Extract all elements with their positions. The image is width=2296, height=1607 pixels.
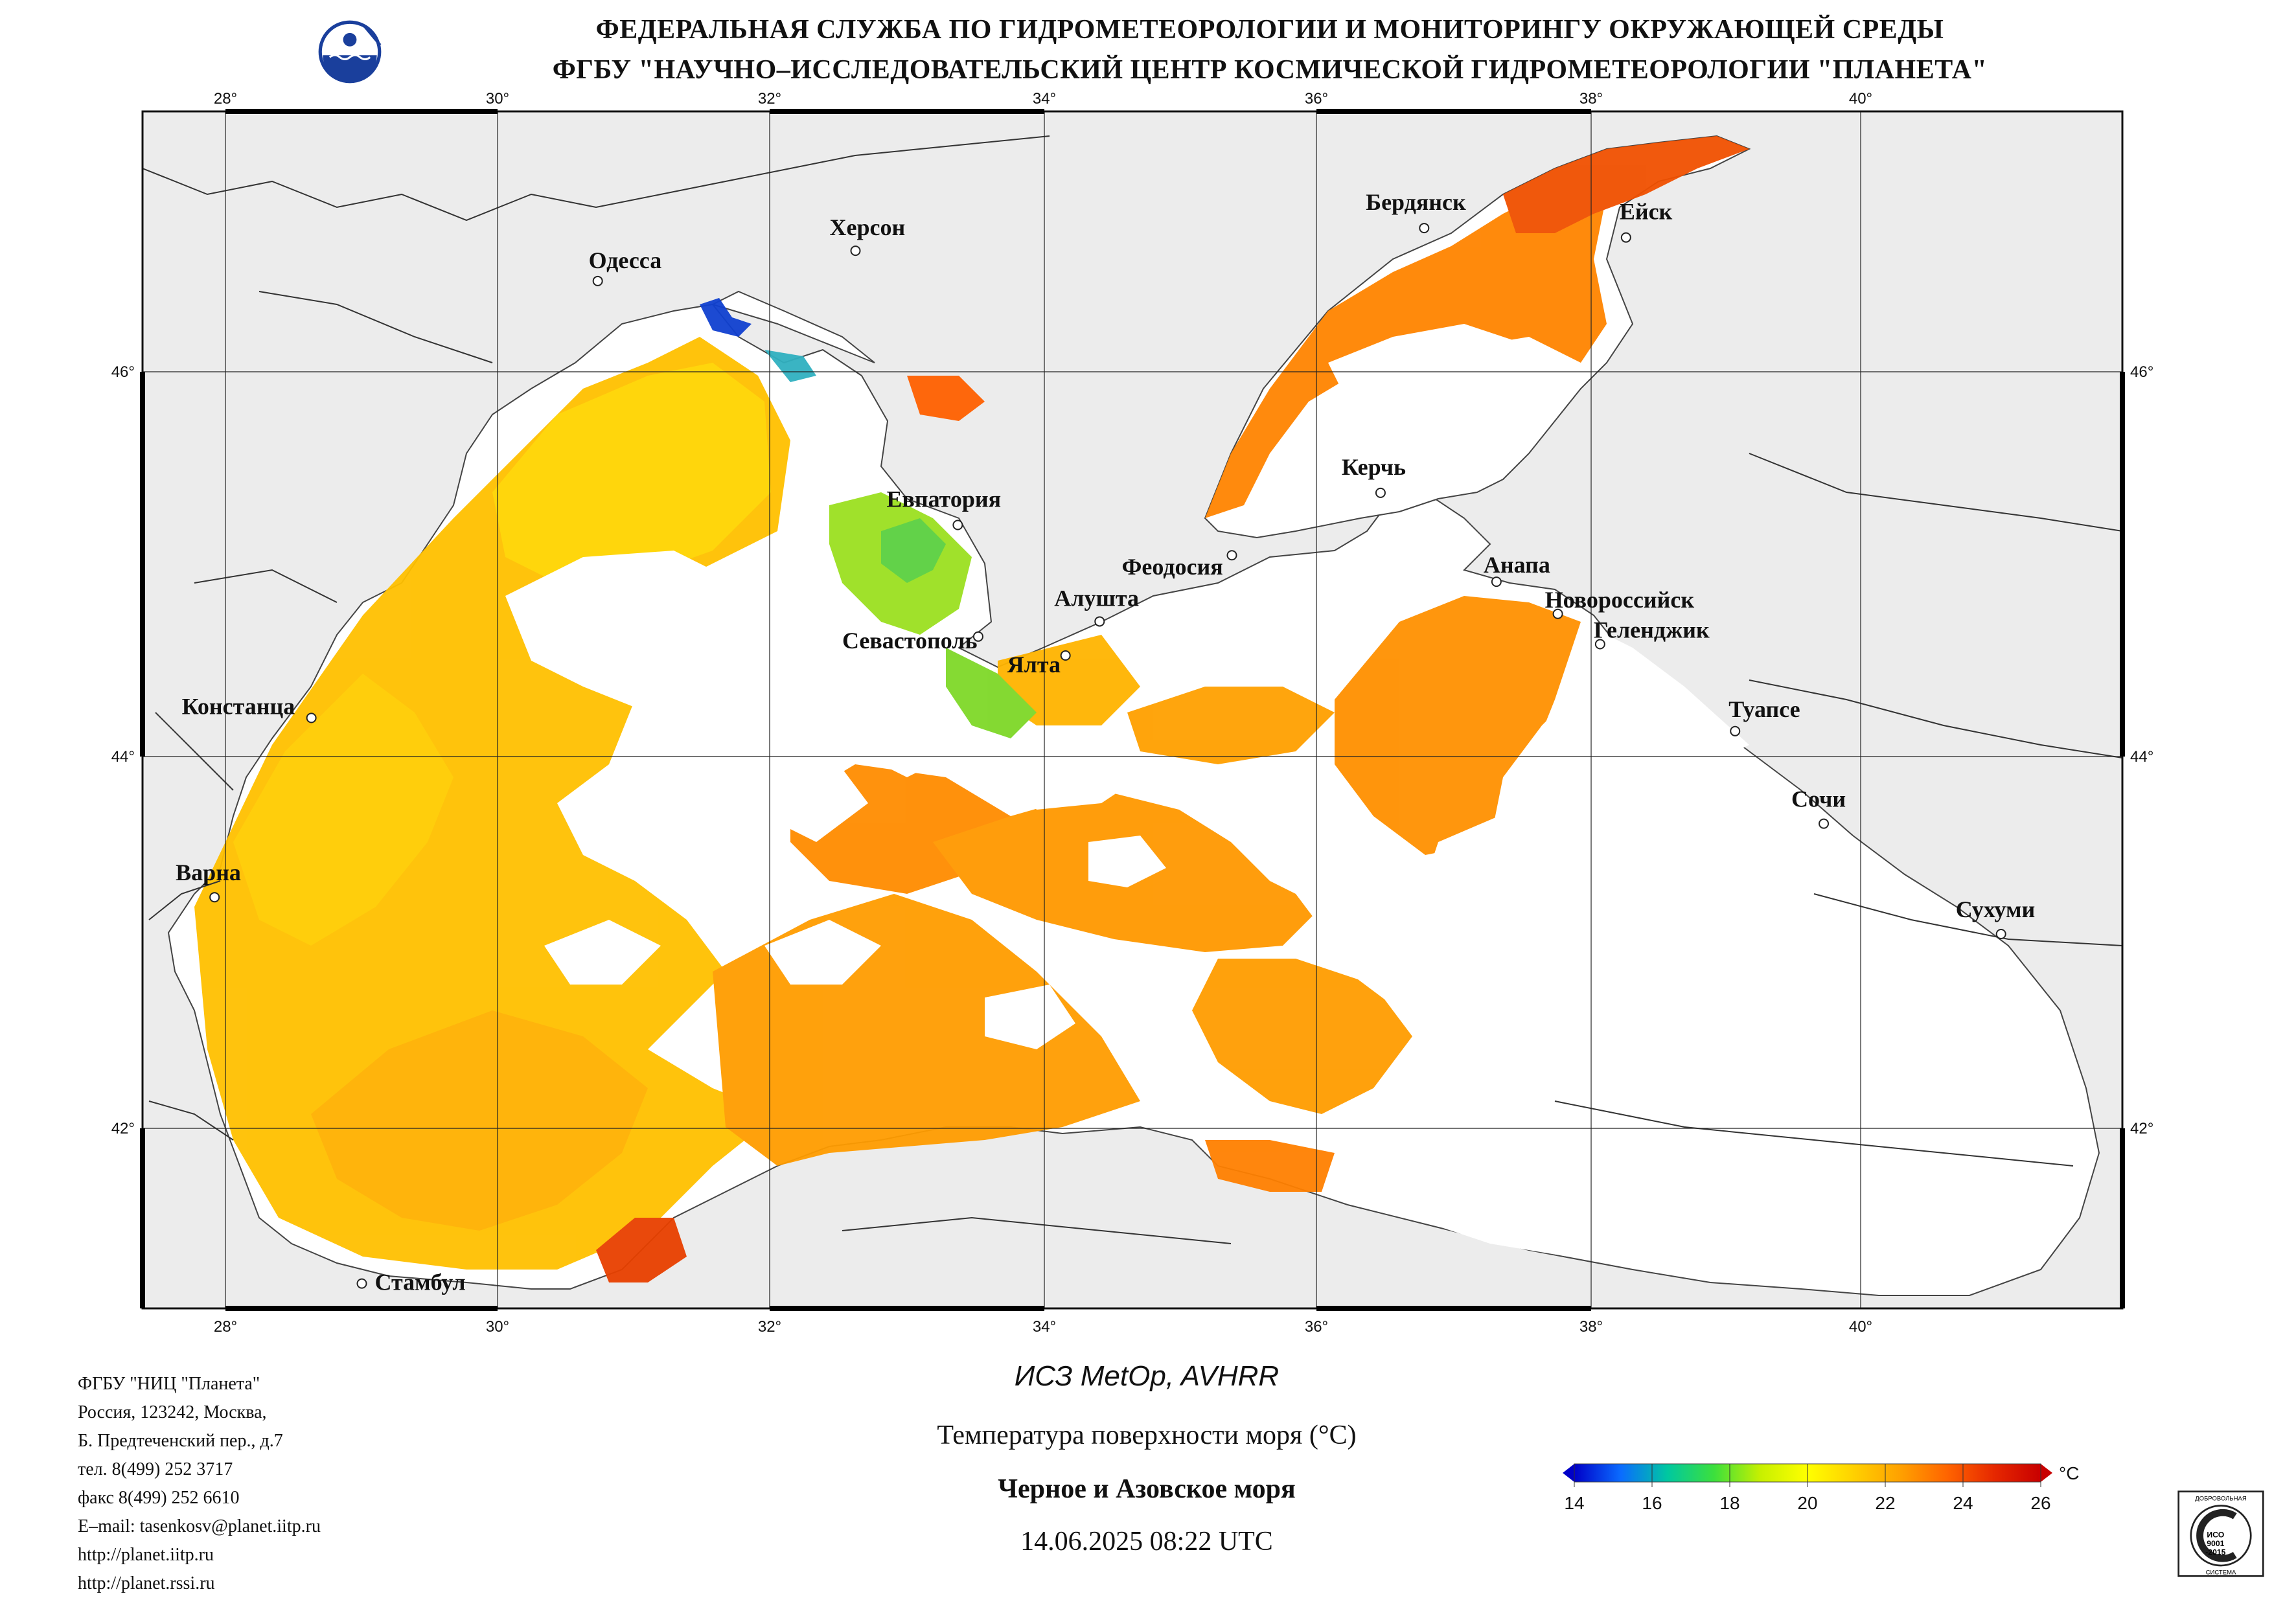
city-label: Херсон bbox=[830, 214, 906, 240]
lon-label-top: 30° bbox=[486, 90, 509, 108]
colorbar-low-arrow bbox=[1563, 1464, 1574, 1482]
lon-label-bottom: 32° bbox=[758, 1318, 781, 1336]
svg-text:СИСТЕМА: СИСТЕМА bbox=[2206, 1569, 2236, 1577]
city-marker bbox=[1995, 929, 2006, 939]
sst-field bbox=[194, 136, 1749, 1282]
lat-label-right: 44° bbox=[2130, 748, 2153, 766]
lat-label-left: 44° bbox=[111, 748, 135, 766]
lon-label-bottom: 38° bbox=[1579, 1318, 1603, 1336]
colorbar-tick-label: 20 bbox=[1797, 1493, 1817, 1513]
city-marker bbox=[952, 519, 963, 530]
header-line-2: ФГБУ "НАУЧНО–ИССЛЕДОВАТЕЛЬСКИЙ ЦЕНТР КОС… bbox=[552, 55, 1988, 85]
city-marker bbox=[972, 631, 983, 642]
header-line-1: ФЕДЕРАЛЬНАЯ СЛУЖБА ПО ГИДРОМЕТЕОРОЛОГИИ … bbox=[595, 15, 1944, 45]
city-label: Алушта bbox=[1054, 585, 1139, 611]
lon-label-bottom: 34° bbox=[1033, 1318, 1056, 1336]
info-line: тел. 8(499) 252 3717 bbox=[78, 1459, 233, 1479]
info-line: ФГБУ "НИЦ "Планета" bbox=[78, 1374, 260, 1394]
svg-text:ДОБРОВОЛЬНАЯ: ДОБРОВОЛЬНАЯ bbox=[2195, 1495, 2247, 1502]
cloud-mask bbox=[505, 551, 2060, 1289]
colorbar: 14 16 18 20 22 24 26 °C bbox=[1563, 1463, 2079, 1513]
city-marker bbox=[1819, 818, 1830, 829]
colorbar-tick-label: 14 bbox=[1564, 1493, 1584, 1513]
city-marker bbox=[1552, 608, 1563, 619]
satellite-label: ИСЗ MetOp, AVHRR bbox=[1014, 1360, 1280, 1392]
lon-label-top: 38° bbox=[1579, 90, 1603, 108]
contact-info: ФГБУ "НИЦ "Планета" Россия, 123242, Моск… bbox=[78, 1370, 321, 1598]
colorbar-tick-label: 24 bbox=[1953, 1493, 1973, 1513]
city-marker bbox=[850, 245, 861, 256]
city-label: Керчь bbox=[1342, 454, 1406, 480]
lon-label-bottom: 36° bbox=[1305, 1318, 1328, 1336]
city-marker bbox=[1419, 223, 1430, 234]
info-url[interactable]: http://planet.iitp.ru bbox=[78, 1545, 214, 1565]
city-label: Стамбул bbox=[375, 1270, 466, 1295]
city-label: Одесса bbox=[589, 247, 662, 273]
lon-label-bottom: 40° bbox=[1849, 1318, 1872, 1336]
colorbar-tick-label: 16 bbox=[1642, 1493, 1662, 1513]
info-line: Россия, 123242, Москва, bbox=[78, 1402, 267, 1422]
lat-label-left: 42° bbox=[111, 1120, 135, 1137]
colorbar-tick-label: 26 bbox=[2030, 1493, 2050, 1513]
city-label: Анапа bbox=[1484, 552, 1550, 578]
city-marker bbox=[1375, 487, 1386, 498]
datetime-label: 14.06.2025 08:22 UTC bbox=[1020, 1527, 1273, 1556]
lon-label-bottom: 28° bbox=[214, 1318, 237, 1336]
city-marker bbox=[1491, 576, 1502, 587]
city-marker bbox=[592, 275, 603, 286]
city-label: Туапсе bbox=[1728, 696, 1800, 722]
svg-text:9001: 9001 bbox=[2207, 1539, 2224, 1548]
city-marker bbox=[306, 712, 317, 724]
info-line: Б. Предтеченский пер., д.7 bbox=[78, 1431, 283, 1451]
lat-label-right: 42° bbox=[2130, 1120, 2153, 1137]
city-marker bbox=[1226, 550, 1237, 561]
city-marker bbox=[1730, 725, 1741, 736]
svg-text:-2015: -2015 bbox=[2205, 1548, 2225, 1557]
city-label: Сухуми bbox=[1956, 896, 2036, 922]
info-url[interactable]: http://planet.rssi.ru bbox=[78, 1573, 215, 1593]
graticule bbox=[143, 111, 2122, 1308]
city-marker bbox=[1620, 232, 1631, 243]
parameter-label: Температура поверхности моря (°C) bbox=[937, 1420, 1357, 1450]
city-label: Евпатория bbox=[886, 486, 1001, 512]
lat-label-right: 46° bbox=[2130, 363, 2153, 381]
city-label: Сочи bbox=[1791, 786, 1846, 812]
lon-label-top: 40° bbox=[1849, 90, 1872, 108]
colorbar-unit: °C bbox=[2059, 1463, 2079, 1483]
city-label: Новороссийск bbox=[1545, 587, 1695, 613]
city-marker bbox=[1594, 639, 1605, 650]
planeta-logo-icon bbox=[318, 20, 382, 84]
city-label: Ялта bbox=[1007, 652, 1061, 678]
iso-certificate-seal: ДОБРОВОЛЬНАЯ ИСО 9001 -2015 СИСТЕМА bbox=[2177, 1490, 2264, 1577]
city-marker bbox=[356, 1278, 367, 1289]
lat-label-left: 46° bbox=[111, 363, 135, 381]
city-label: Бердянск bbox=[1366, 189, 1466, 215]
lon-label-top: 32° bbox=[758, 90, 781, 108]
city-label: Геленджик bbox=[1594, 617, 1710, 643]
lon-label-bottom: 30° bbox=[486, 1318, 509, 1336]
lon-label-top: 28° bbox=[214, 90, 237, 108]
info-line: факс 8(499) 252 6610 bbox=[78, 1488, 240, 1508]
region-label: Черное и Азовское моря bbox=[998, 1474, 1296, 1504]
frame-ticks bbox=[140, 109, 2125, 1311]
city-marker bbox=[1060, 650, 1071, 661]
colorbar-tick-label: 18 bbox=[1719, 1493, 1739, 1513]
lon-label-top: 36° bbox=[1305, 90, 1328, 108]
city-marker bbox=[209, 892, 220, 903]
lon-label-top: 34° bbox=[1033, 90, 1056, 108]
city-label: Феодосия bbox=[1121, 554, 1223, 580]
city-label: Варна bbox=[176, 860, 241, 885]
city-label: Севастополь bbox=[842, 628, 978, 654]
colorbar-tick-label: 22 bbox=[1875, 1493, 1895, 1513]
dnieper-estuary bbox=[711, 290, 875, 363]
svg-text:ИСО: ИСО bbox=[2207, 1530, 2224, 1539]
city-label: Ейск bbox=[1620, 199, 1673, 225]
info-email[interactable]: E–mail: tasenkosv@planet.iitp.ru bbox=[78, 1516, 321, 1536]
city-marker bbox=[1094, 616, 1105, 627]
borders bbox=[143, 135, 2122, 1244]
city-label: Констанца bbox=[182, 693, 295, 719]
colorbar-high-arrow bbox=[2041, 1464, 2052, 1482]
